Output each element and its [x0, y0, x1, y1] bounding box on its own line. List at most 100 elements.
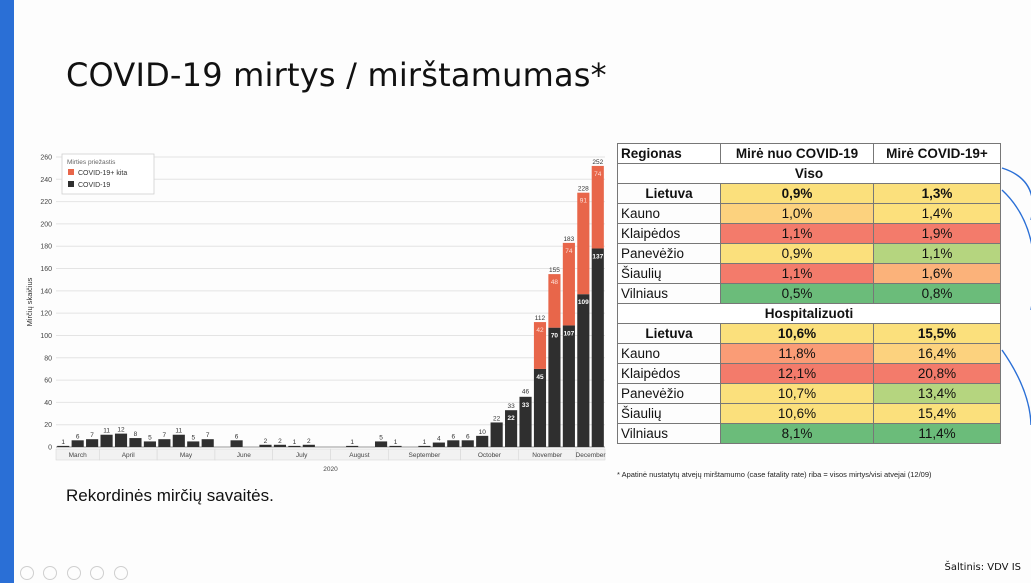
bar-covid — [505, 410, 518, 447]
died-covid-plus-cell: 1,6% — [873, 263, 1001, 284]
died-from-covid-cell: 1,0% — [720, 203, 874, 224]
bar-covid-label: 107 — [563, 330, 574, 337]
table-row: Panevėžio 0,9% 1,1% — [617, 243, 1001, 264]
subtitles-icon[interactable] — [90, 566, 105, 580]
bar-covid — [100, 434, 113, 447]
bar-total-label: 2 — [307, 438, 311, 445]
table-row: Lietuva 10,6% 15,5% — [617, 323, 1001, 344]
region-cell: Panevėžio — [617, 383, 721, 404]
legend-swatch — [68, 181, 74, 187]
bar-covid-label: 45 — [536, 374, 544, 381]
bar-covid — [577, 294, 590, 447]
bar-covid-label: 33 — [522, 402, 530, 409]
bar-total-label: 11 — [103, 428, 110, 435]
bar-covid — [143, 441, 156, 447]
section-title: Viso — [617, 163, 1001, 184]
table-body: Viso Lietuva 0,9% 1,3% Kauno 1,0% 1,4% Klaipėdo… — [617, 163, 1001, 444]
bar-covid — [389, 445, 402, 447]
bar-total-label: 252 — [592, 159, 603, 166]
died-covid-plus-cell: 1,1% — [873, 243, 1001, 264]
died-from-covid-cell: 10,7% — [720, 383, 874, 404]
died-covid-plus-cell: 11,4% — [873, 423, 1001, 444]
died-from-covid-cell: 12,1% — [720, 363, 874, 384]
bar-covid-label: 137 — [592, 253, 603, 260]
month-label: March — [69, 452, 87, 459]
bar-covid-plus — [577, 192, 590, 295]
bar-total-label: 12 — [117, 427, 125, 434]
bar-total-label: 11 — [175, 428, 182, 435]
region-cell: Klaipėdos — [617, 223, 721, 244]
bar-covid-label: 22 — [507, 415, 515, 422]
died-from-covid-cell: 8,1% — [720, 423, 874, 444]
table-row: Vilniaus 0,5% 0,8% — [617, 283, 1001, 304]
pen-icon[interactable] — [20, 566, 34, 580]
y-tick-label: 100 — [40, 333, 52, 340]
bar-covid — [172, 434, 185, 447]
bar-total-label: 6 — [235, 433, 239, 440]
bar-covid — [158, 439, 171, 447]
bar-covid — [302, 444, 315, 447]
bar-covid — [230, 440, 243, 447]
bar-total-label: 1 — [350, 439, 354, 446]
x-axis-label: 2020 — [323, 466, 338, 473]
table-row: Šiaulių 10,6% 15,4% — [617, 403, 1001, 424]
table-row: Kauno 11,8% 16,4% — [617, 343, 1001, 364]
bar-covid — [490, 422, 503, 447]
region-cell: Klaipėdos — [617, 363, 721, 384]
legend-title: Mirties priežastis — [67, 159, 116, 166]
bar-total-label: 10 — [479, 429, 487, 436]
bar-covid — [418, 445, 431, 447]
y-tick-label: 240 — [40, 177, 52, 184]
y-tick-label: 140 — [40, 288, 52, 295]
bar-total-label: 46 — [522, 389, 530, 396]
legend-box — [61, 153, 155, 195]
bar-covid — [519, 396, 532, 447]
month-label: October — [478, 452, 502, 459]
bar-total-label: 228 — [578, 186, 589, 193]
zoom-icon[interactable] — [66, 566, 81, 580]
month-label: August — [349, 452, 369, 459]
died-from-covid-cell: 10,6% — [720, 323, 874, 344]
died-from-covid-cell: 1,1% — [720, 223, 874, 244]
legend-label: COVID-19 — [78, 182, 110, 189]
bar-covid — [57, 445, 70, 447]
fatality-rate-table: Regionas Mirė nuo COVID-19 Mirė COVID-19… — [617, 143, 1001, 444]
died-from-covid-cell: 10,6% — [720, 403, 874, 424]
bar-total-label: 33 — [507, 403, 515, 410]
bar-covid — [461, 440, 474, 447]
bar-covid — [273, 444, 287, 447]
bar-covid — [114, 433, 128, 447]
bar-covid — [187, 441, 200, 447]
died-from-covid-cell: 0,9% — [720, 243, 874, 264]
y-axis-label: Mirčių skaičius — [25, 277, 34, 326]
bar-covid-plus — [533, 322, 547, 369]
month-label: September — [409, 452, 442, 459]
table-row: Panevėžio 10,7% 13,4% — [617, 383, 1001, 404]
more-options-icon[interactable] — [113, 566, 128, 580]
bar-covid — [346, 445, 359, 447]
y-tick-label: 20 — [44, 422, 52, 429]
died-covid-plus-cell: 1,4% — [873, 203, 1001, 224]
bar-covid — [591, 248, 604, 447]
died-from-covid-cell: 1,1% — [720, 263, 874, 284]
bar-covid — [447, 440, 460, 447]
died-covid-plus-cell: 13,4% — [873, 383, 1001, 404]
table-row: Šiaulių 1,1% 1,6% — [617, 263, 1001, 284]
bar-total-label: 6 — [76, 433, 80, 440]
slide-accent-bar — [0, 0, 14, 583]
slide-title: COVID-19 mirtys / mirštamumas* — [66, 56, 607, 94]
slide-subtitle: Rekordinės mirčių savaitės. — [66, 486, 274, 505]
bar-covid — [201, 439, 214, 447]
slides-icon[interactable] — [43, 566, 58, 580]
legend-swatch — [68, 169, 74, 175]
bar-covid-label: 109 — [578, 299, 589, 306]
month-label: April — [122, 452, 136, 459]
bar-total-label: 6 — [451, 433, 455, 440]
region-cell: Šiaulių — [617, 263, 721, 284]
bar-covid-plus — [591, 165, 604, 249]
died-covid-plus-cell: 1,3% — [873, 183, 1001, 204]
bar-total-label: 8 — [134, 431, 138, 438]
bar-covid-plus — [548, 274, 561, 328]
bar-total-label: 7 — [163, 432, 167, 439]
source-note: Šaltinis: VDV IS — [944, 562, 1021, 573]
